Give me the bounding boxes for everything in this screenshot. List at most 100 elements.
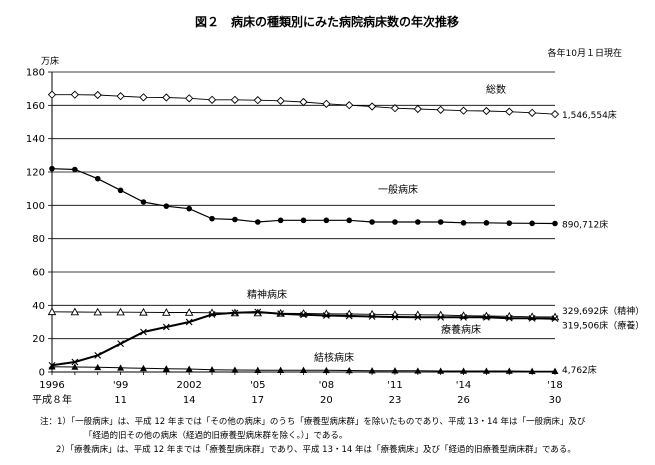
general-point [369, 219, 375, 225]
y-tick-label: 160 [26, 101, 45, 112]
y-tick-labels: 0 20 40 60 80 100 120 140 160 180 [26, 68, 45, 379]
note-1-line-1: 注：1）「一般病床」は、平成 12 年までは「その他の病床」のうち「療養型病床群… [40, 416, 586, 427]
tuberculosis-point [162, 365, 170, 372]
series-end-label: 1,546,554床 [562, 109, 617, 121]
total-point [276, 96, 285, 105]
general-point [460, 220, 467, 226]
psychiatric-point [184, 308, 194, 316]
general-point [483, 220, 490, 226]
long-term-care-point [322, 312, 330, 319]
general-point [529, 220, 535, 227]
tuberculosis-point [48, 363, 56, 370]
x-tick-label: 1996 [39, 380, 64, 391]
psychiatric-point [139, 307, 148, 316]
series-group [47, 90, 560, 374]
y-tick-label: 80 [32, 234, 45, 245]
note-2: 2）「療養病床」は、平成 12 年までは「療養型病床群」であり、平成 13・14… [56, 444, 576, 455]
total-point [436, 105, 445, 114]
tuberculosis-point [391, 367, 399, 374]
general-point [300, 217, 307, 224]
tuberculosis-point [528, 367, 536, 374]
y-axis-unit: 万床 [41, 55, 59, 67]
x-era-tick-label: 14 [183, 395, 196, 406]
general-point [437, 219, 444, 225]
x-era-tick-label: 20 [320, 395, 333, 406]
tuberculosis-point [322, 366, 330, 374]
series-name-label: 精神病床 [247, 288, 287, 301]
long-term-care-point [345, 312, 353, 320]
total-point [207, 95, 217, 104]
x-era-tick-label: 23 [389, 395, 402, 406]
series-total [47, 90, 560, 119]
long-term-care-point [117, 340, 124, 348]
long-term-care-point [277, 310, 285, 318]
long-term-care-point [368, 313, 376, 320]
long-term-care-point [162, 323, 170, 331]
chart-subtitle: 各年10月１日現在 [548, 47, 622, 59]
tuberculosis-point [277, 366, 285, 373]
tuberculosis-point [254, 366, 262, 373]
series-end-label: 890,712床 [562, 219, 608, 231]
tuberculosis-point [208, 366, 216, 373]
tuberculosis-point [368, 367, 376, 374]
x-tick-label: 2002 [176, 380, 201, 391]
long-term-care-point [437, 313, 445, 321]
total-point [299, 97, 308, 107]
total-point [413, 104, 422, 114]
tuberculosis-point [94, 363, 102, 371]
series-end-label: 319,506床（療養） [562, 320, 644, 332]
total-point [390, 104, 400, 113]
long-term-care-point [185, 318, 193, 326]
tuberculosis-point [482, 367, 490, 374]
y-tick-label: 100 [26, 201, 45, 212]
general-point [72, 166, 78, 173]
general-point [506, 220, 513, 226]
tuberculosis-point [551, 367, 559, 374]
tuberculosis-point [231, 366, 239, 373]
tuberculosis-point [505, 367, 513, 374]
general-point [209, 215, 215, 222]
total-point [459, 106, 468, 115]
general-point [346, 217, 353, 224]
series-name-label: 療養病床 [441, 323, 481, 336]
series-general [49, 165, 558, 227]
total-point [482, 106, 491, 116]
series-name-label: 結核病床 [314, 351, 354, 364]
general-point [277, 217, 284, 224]
total-point [322, 99, 331, 108]
total-point [505, 107, 514, 116]
long-term-care-point [300, 311, 307, 319]
long-term-care-point [528, 314, 536, 322]
x-era-tick-label: 17 [251, 395, 264, 406]
x-tick-label: '11 [387, 380, 402, 391]
x-tick-labels: 1996 '99 2002 '05 '08 '11 '14 '18 平成８年 11 14 17 20 23… [32, 380, 563, 406]
total-point [230, 95, 240, 104]
psychiatric-point [47, 307, 57, 316]
series-tuberculosis [48, 363, 559, 374]
tuberculosis-point [71, 363, 79, 370]
long-term-care-point [391, 313, 399, 321]
x-tick-label: '14 [456, 380, 471, 391]
total-point [367, 102, 377, 111]
x-tick-label: '99 [113, 380, 128, 391]
psychiatric-point [93, 307, 102, 316]
y-tick-label: 120 [26, 168, 45, 179]
x-era-tick-label: 26 [457, 395, 470, 406]
psychiatric-point [162, 308, 171, 316]
x-era-tick-label: 11 [114, 395, 127, 406]
tuberculosis-point [300, 366, 307, 373]
grid [52, 71, 555, 340]
x-era-tick-label: 平成８年 [32, 393, 72, 406]
long-term-care-point [254, 308, 262, 316]
series-name-label: 一般病床 [378, 183, 418, 196]
series-name-label: 総数 [486, 83, 506, 96]
long-term-care-point [94, 351, 102, 359]
y-tick-label: 180 [26, 68, 45, 79]
long-term-care-point [71, 358, 79, 366]
psychiatric-point [116, 307, 125, 316]
y-tick-label: 20 [32, 334, 45, 345]
y-tick-label: 40 [32, 301, 45, 312]
general-point [163, 203, 170, 209]
x-tick-label: '18 [547, 380, 562, 391]
